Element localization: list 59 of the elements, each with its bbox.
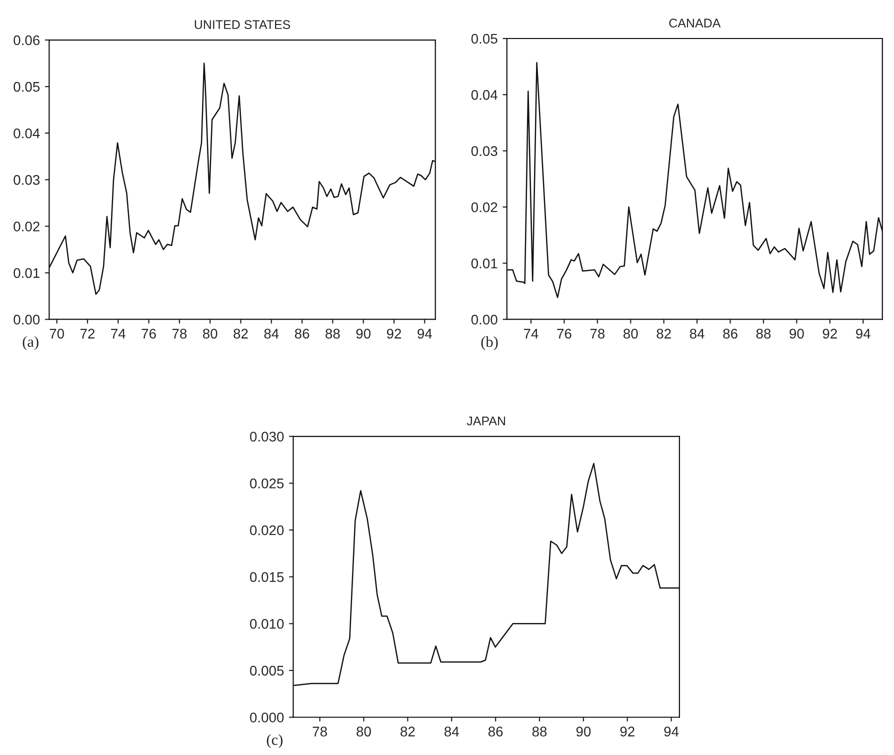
chart-title: JAPAN xyxy=(466,416,505,426)
x-tick-label: 80 xyxy=(624,328,638,339)
y-tick-label: 0.025 xyxy=(250,478,284,488)
y-tick-label: 0.000 xyxy=(250,712,284,722)
x-tick-label: 90 xyxy=(576,726,591,736)
y-tick-label: 0.02 xyxy=(471,202,498,212)
y-tick-label: 0.04 xyxy=(14,128,40,138)
x-tick-label: 86 xyxy=(294,328,310,339)
x-tick-label: 70 xyxy=(50,328,64,339)
x-tick-label: 82 xyxy=(656,328,671,339)
x-tick-label: 72 xyxy=(80,328,95,338)
x-tick-label: 84 xyxy=(444,726,459,736)
x-tick-label: 78 xyxy=(312,726,327,736)
y-tick-label: 0.00 xyxy=(14,314,40,325)
x-tick-label: 94 xyxy=(664,726,679,736)
text: (a) xyxy=(22,336,38,350)
x-tick-label: 92 xyxy=(386,328,402,339)
y-tick-label: 0.04 xyxy=(471,90,498,100)
y-tick-label: 0.00 xyxy=(471,314,498,325)
x-tick-label: 78 xyxy=(590,328,605,339)
y-tick-label: 0.015 xyxy=(250,572,284,582)
x-tick-label: 74 xyxy=(524,328,538,338)
chart-title: CANADA xyxy=(669,18,721,28)
x-tick-label: 92 xyxy=(822,328,837,339)
x-tick-label: 76 xyxy=(557,328,572,339)
y-tick-label: 0.05 xyxy=(14,82,40,92)
x-tick-label: 76 xyxy=(142,328,156,339)
x-tick-label: 78 xyxy=(172,328,187,339)
x-tick-label: 90 xyxy=(790,328,804,339)
x-tick-label: 84 xyxy=(264,328,279,339)
x-tick-label: 92 xyxy=(620,726,634,736)
y-tick-label: 0.01 xyxy=(14,268,40,278)
x-tick-label: 88 xyxy=(756,328,771,339)
x-tick-label: 84 xyxy=(690,328,704,339)
x-tick-label: 90 xyxy=(356,328,371,339)
y-tick-label: 0.06 xyxy=(14,35,40,46)
x-tick-label: 82 xyxy=(400,726,415,736)
x-tick-label: 86 xyxy=(723,328,738,339)
y-tick-label: 0.03 xyxy=(14,175,40,185)
x-tick-label: 94 xyxy=(856,328,870,339)
x-tick-label: 94 xyxy=(418,328,432,339)
y-tick-label: 0.010 xyxy=(250,618,284,629)
chart-title: UNITED STATES xyxy=(194,20,290,30)
y-tick-label: 0.05 xyxy=(471,34,498,44)
x-tick-label: 80 xyxy=(356,726,371,736)
text: (b) xyxy=(481,336,498,350)
x-tick-label: 88 xyxy=(532,726,547,736)
x-tick-label: 88 xyxy=(326,328,340,339)
y-tick-label: 0.030 xyxy=(250,432,284,442)
y-tick-label: 0.01 xyxy=(471,258,498,268)
x-tick-label: 82 xyxy=(234,328,248,339)
y-tick-label: 0.03 xyxy=(471,146,498,156)
y-tick-label: 0.020 xyxy=(250,525,284,536)
y-tick-label: 0.02 xyxy=(14,222,40,232)
y-tick-label: 0.005 xyxy=(250,666,284,676)
x-tick-label: 74 xyxy=(111,328,126,338)
x-tick-label: 86 xyxy=(488,726,503,736)
text: (c) xyxy=(266,734,282,748)
x-tick-label: 80 xyxy=(202,328,218,339)
